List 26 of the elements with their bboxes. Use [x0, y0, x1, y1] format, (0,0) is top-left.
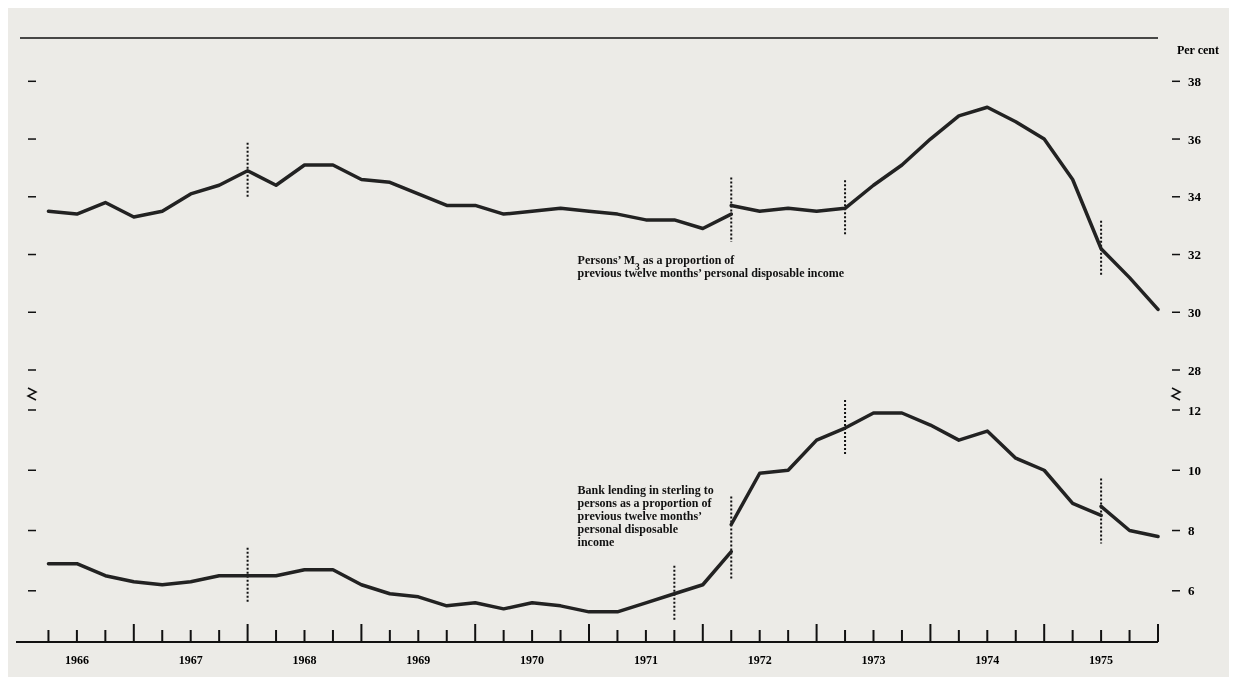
x-tick-label: 1969	[406, 653, 431, 667]
y-tick-label: 8	[1188, 523, 1195, 539]
line-series	[46, 549, 733, 614]
y-tick-label: 30	[1188, 304, 1201, 320]
x-tick-label: 1968	[292, 653, 317, 667]
x-tick-label: 1970	[520, 653, 545, 667]
x-tick-label: 1974	[975, 653, 1000, 667]
y-tick-label: 36	[1188, 131, 1202, 147]
y-axis-title: Per cent	[1176, 43, 1219, 57]
line-series	[46, 163, 733, 231]
x-tick-label: 1966	[64, 653, 89, 667]
annotation: Persons’ M$_{3}$ as a proportion of previous twelve months’ personal disposable income	[577, 252, 845, 280]
y-tick-label: 12	[1188, 402, 1201, 418]
line-series	[729, 411, 1103, 527]
x-tick-label: 1973	[861, 653, 886, 667]
y-tick-label: 32	[1188, 247, 1201, 263]
y-tick-label: 34	[1188, 189, 1202, 205]
y-tick-label: 38	[1188, 73, 1202, 89]
x-tick-label: 1967	[178, 653, 203, 667]
y-tick-label: 6	[1188, 583, 1195, 599]
x-tick-label: 1975	[1089, 653, 1114, 667]
y-tick-label: 10	[1188, 462, 1201, 478]
x-tick-label: 1972	[747, 653, 772, 667]
y-tick-label: 28	[1188, 362, 1202, 378]
x-tick-label: 1971	[633, 653, 658, 667]
annotation: Bank lending in sterling to persons as a proportion of previous twelve months’ personal disposable income	[577, 482, 714, 549]
